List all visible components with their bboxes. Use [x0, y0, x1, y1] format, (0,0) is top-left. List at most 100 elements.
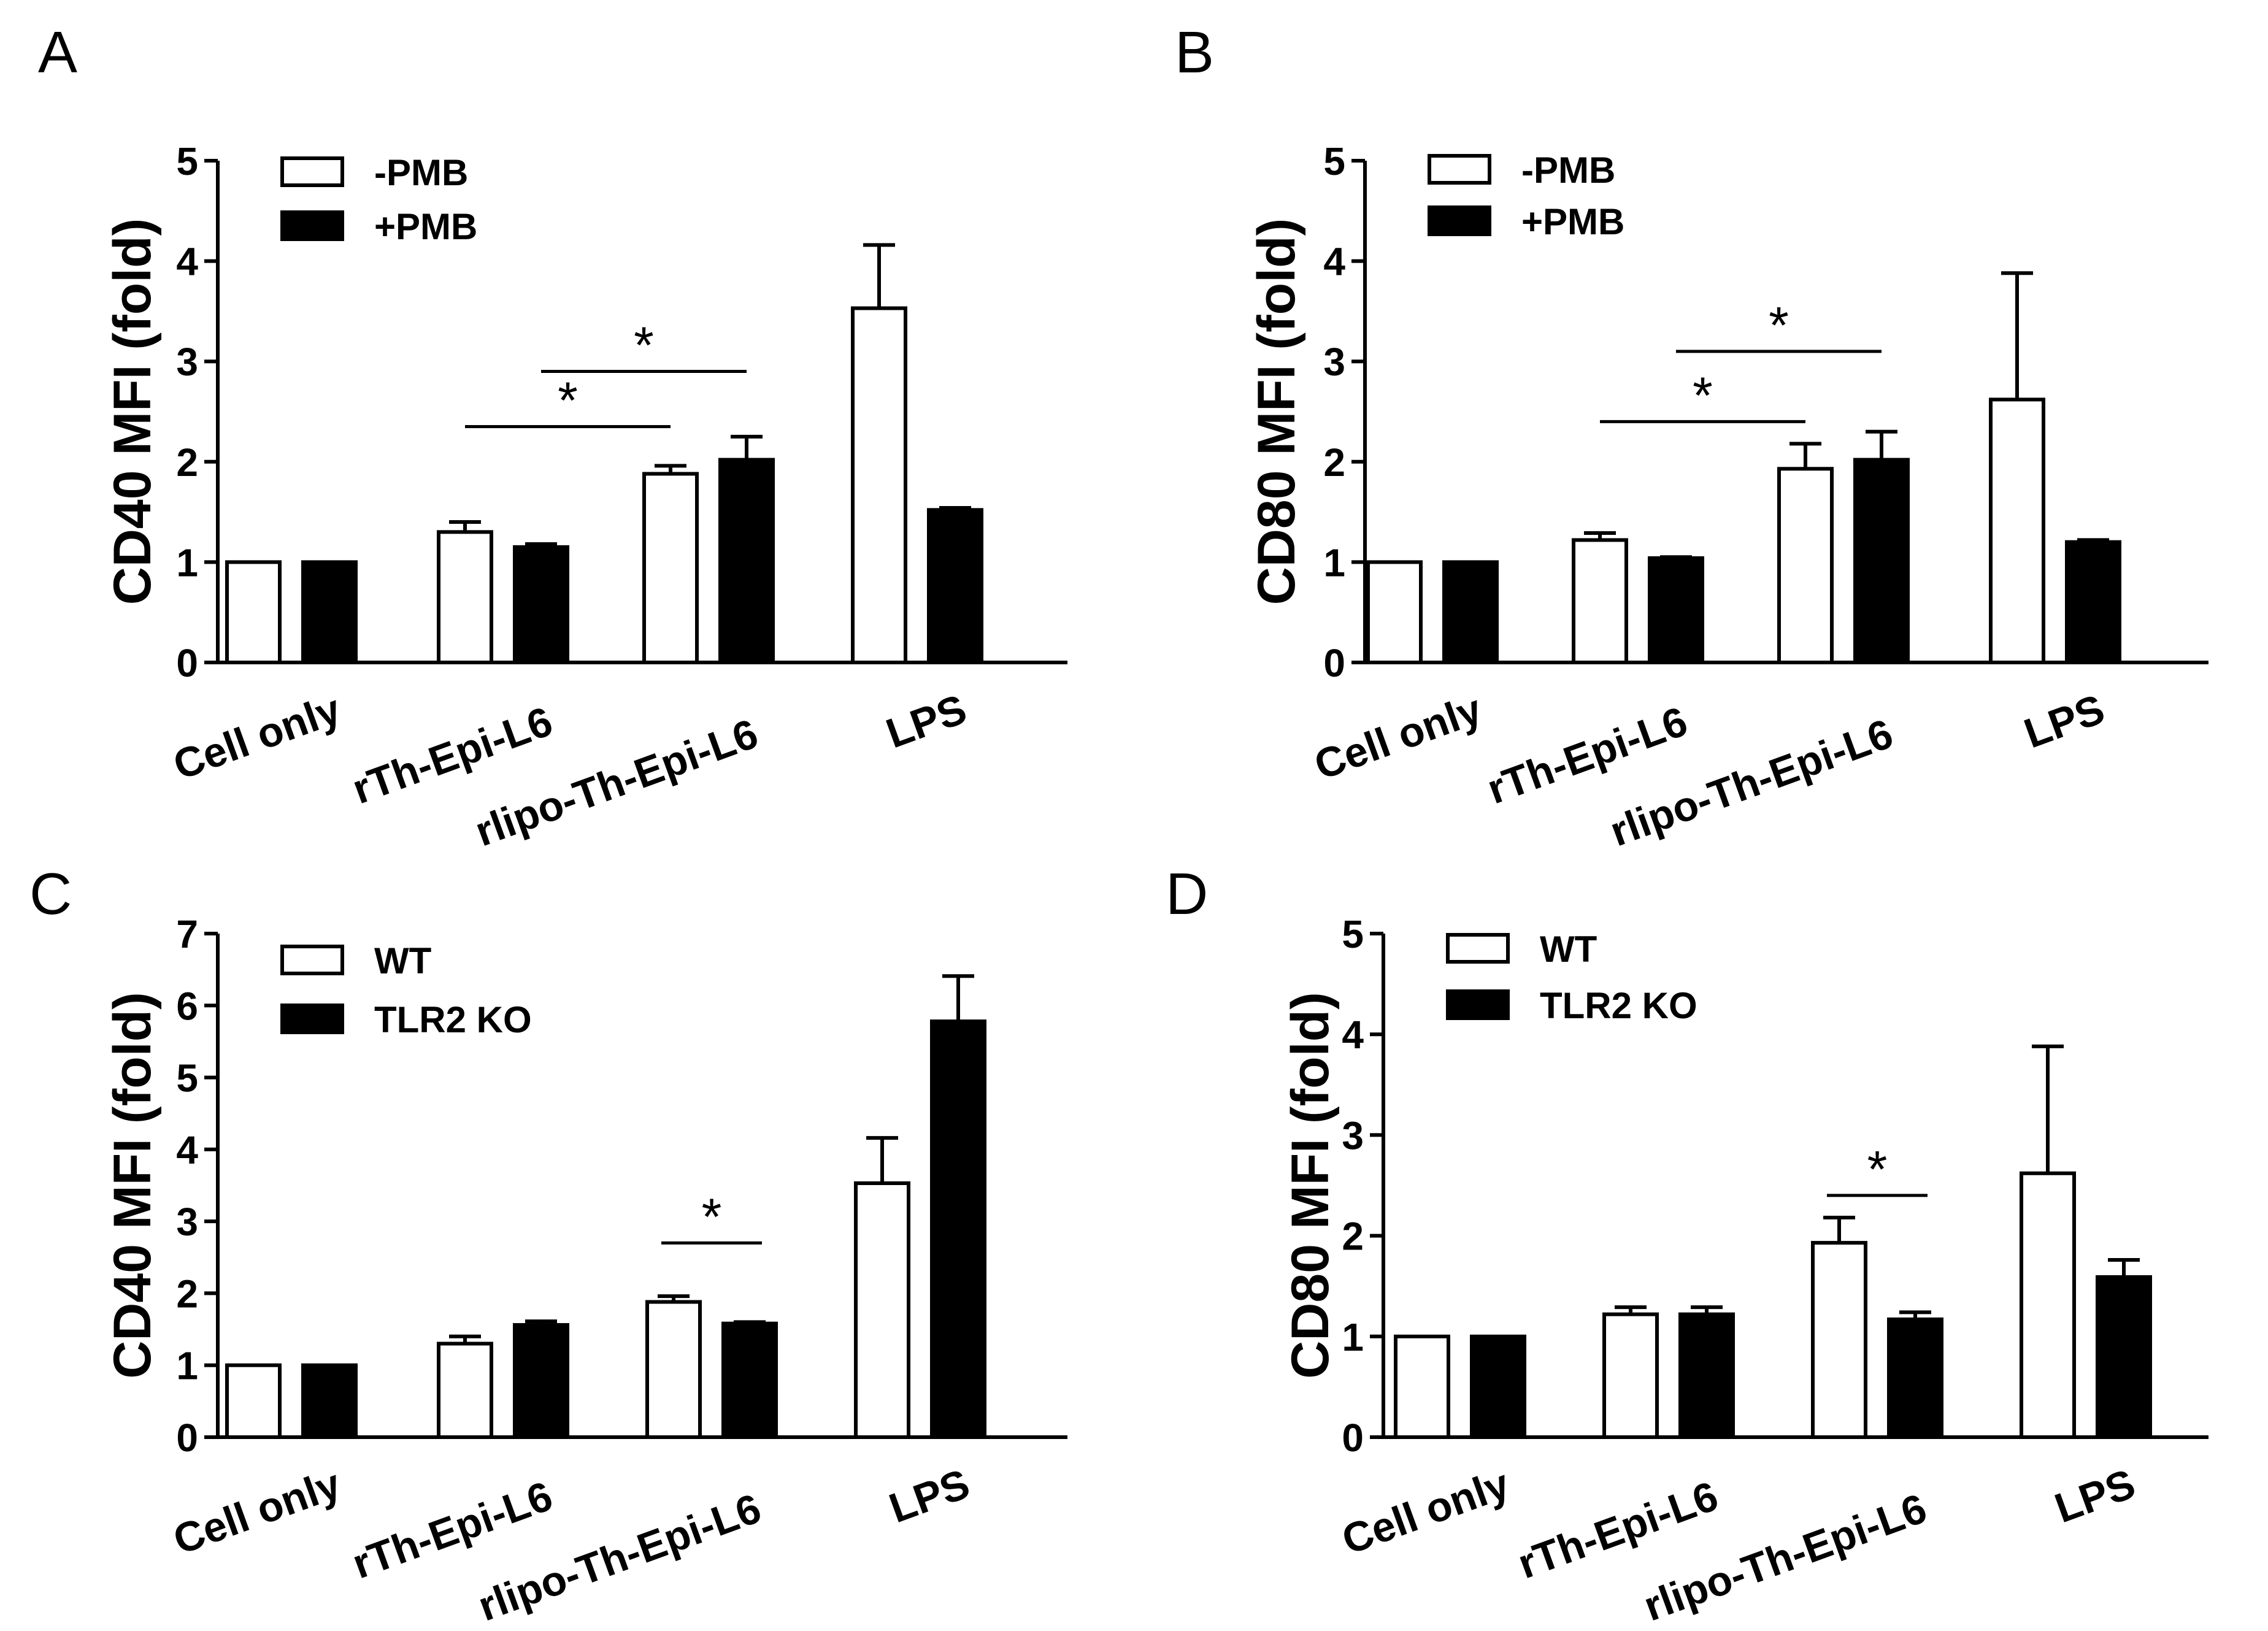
bar-filled: [1853, 458, 1910, 664]
y-tick-label: 5: [176, 139, 198, 183]
significance-star: *: [1693, 366, 1713, 424]
y-axis-label: CD80 MFI (fold): [1281, 992, 1340, 1379]
legend-swatch: [1428, 205, 1491, 236]
bar-open: [225, 560, 282, 665]
y-axis-label: CD80 MFI (fold): [1247, 218, 1306, 605]
panel-letter: C: [29, 861, 72, 927]
bar-open: [1394, 1334, 1450, 1440]
bar-open: [1602, 1312, 1659, 1440]
category-label: Cell only: [167, 1460, 347, 1564]
y-tick-label: 2: [1342, 1215, 1364, 1259]
bar-filled: [927, 508, 983, 664]
significance-star: *: [1867, 1140, 1888, 1198]
y-tick-label: 5: [1323, 139, 1345, 183]
y-axis-label: CD40 MFI (fold): [103, 218, 162, 605]
legend-label: TLR2 KO: [374, 999, 532, 1040]
panel-letter: A: [38, 20, 77, 85]
y-tick-label: 4: [176, 1128, 198, 1172]
category-label: LPS: [2018, 686, 2110, 758]
category-label: LPS: [2049, 1460, 2141, 1532]
legend-swatch: [280, 156, 344, 187]
bar-filled: [1470, 1334, 1526, 1440]
significance-star: *: [558, 372, 578, 429]
significance-star: *: [634, 317, 654, 374]
legend-label: TLR2 KO: [1540, 985, 1697, 1026]
legend-label: -PMB: [1521, 150, 1615, 191]
legend-swatch: [1428, 154, 1491, 185]
legend-swatch: [1446, 933, 1510, 964]
bar-open: [2020, 1171, 2076, 1440]
panel-letter: D: [1166, 861, 1208, 927]
y-tick-label: 4: [176, 240, 198, 284]
y-tick-label: 3: [176, 340, 198, 384]
bar-filled: [513, 1323, 569, 1439]
y-axis-label: CD40 MFI (fold): [103, 992, 162, 1379]
legend-label: WT: [374, 940, 431, 981]
bar-open: [854, 1181, 910, 1440]
y-tick-label: 3: [176, 1200, 198, 1244]
legend-swatch: [280, 945, 344, 975]
legend-swatch: [280, 1004, 344, 1034]
y-tick-label: 4: [1342, 1013, 1364, 1057]
y-tick-label: 4: [1323, 240, 1345, 284]
bar-filled: [301, 560, 358, 665]
y-tick-label: 3: [1342, 1113, 1364, 1157]
panel-letter: B: [1175, 20, 1214, 85]
y-tick-label: 0: [176, 1416, 198, 1460]
y-tick-label: 1: [1342, 1315, 1364, 1359]
bar-filled: [718, 458, 775, 664]
y-tick-label: 0: [176, 641, 198, 685]
y-tick-label: 7: [176, 912, 198, 956]
bar-filled: [1887, 1317, 1943, 1439]
legend-swatch: [1446, 989, 1510, 1020]
y-tick-label: 2: [176, 1272, 198, 1316]
y-tick-label: 1: [1323, 540, 1345, 585]
y-tick-label: 5: [176, 1056, 198, 1100]
category-label: LPS: [883, 1460, 975, 1532]
legend-label: WT: [1540, 929, 1597, 970]
bar-open: [645, 1300, 702, 1440]
y-tick-label: 1: [176, 540, 198, 585]
y-tick-label: 5: [1342, 912, 1364, 956]
category-label: Cell only: [1336, 1460, 1515, 1564]
bar-open: [642, 472, 699, 664]
bar-filled: [2096, 1275, 2152, 1440]
bar-open: [851, 306, 907, 664]
category-label: Cell only: [167, 686, 347, 789]
legend-label: -PMB: [374, 152, 468, 193]
bar-open: [1777, 467, 1834, 664]
y-tick-label: 0: [1342, 1416, 1364, 1460]
bar-open: [437, 530, 493, 664]
y-tick-label: 0: [1323, 641, 1345, 685]
bar-open: [1989, 397, 2045, 664]
y-tick-label: 3: [1323, 340, 1345, 384]
bar-open: [1811, 1241, 1867, 1439]
bar-open: [225, 1363, 282, 1440]
bar-filled: [1678, 1312, 1735, 1440]
legend-swatch: [280, 210, 344, 241]
significance-star: *: [1769, 296, 1789, 354]
significance-star: *: [702, 1188, 722, 1245]
category-label: Cell only: [1309, 686, 1488, 789]
bar-open: [437, 1341, 493, 1439]
bar-open: [1366, 560, 1423, 665]
bar-filled: [1442, 560, 1499, 665]
bar-open: [1572, 538, 1628, 665]
bar-filled: [930, 1019, 986, 1440]
y-tick-label: 1: [176, 1344, 198, 1388]
legend-label: +PMB: [374, 206, 477, 247]
bar-filled: [2065, 540, 2121, 664]
bar-filled: [1648, 556, 1704, 665]
bar-filled: [513, 545, 569, 664]
y-tick-label: 2: [1323, 440, 1345, 485]
category-label: LPS: [880, 686, 972, 758]
legend-label: +PMB: [1521, 201, 1624, 242]
y-tick-label: 6: [176, 984, 198, 1028]
bar-filled: [721, 1321, 778, 1439]
y-tick-label: 2: [176, 440, 198, 485]
